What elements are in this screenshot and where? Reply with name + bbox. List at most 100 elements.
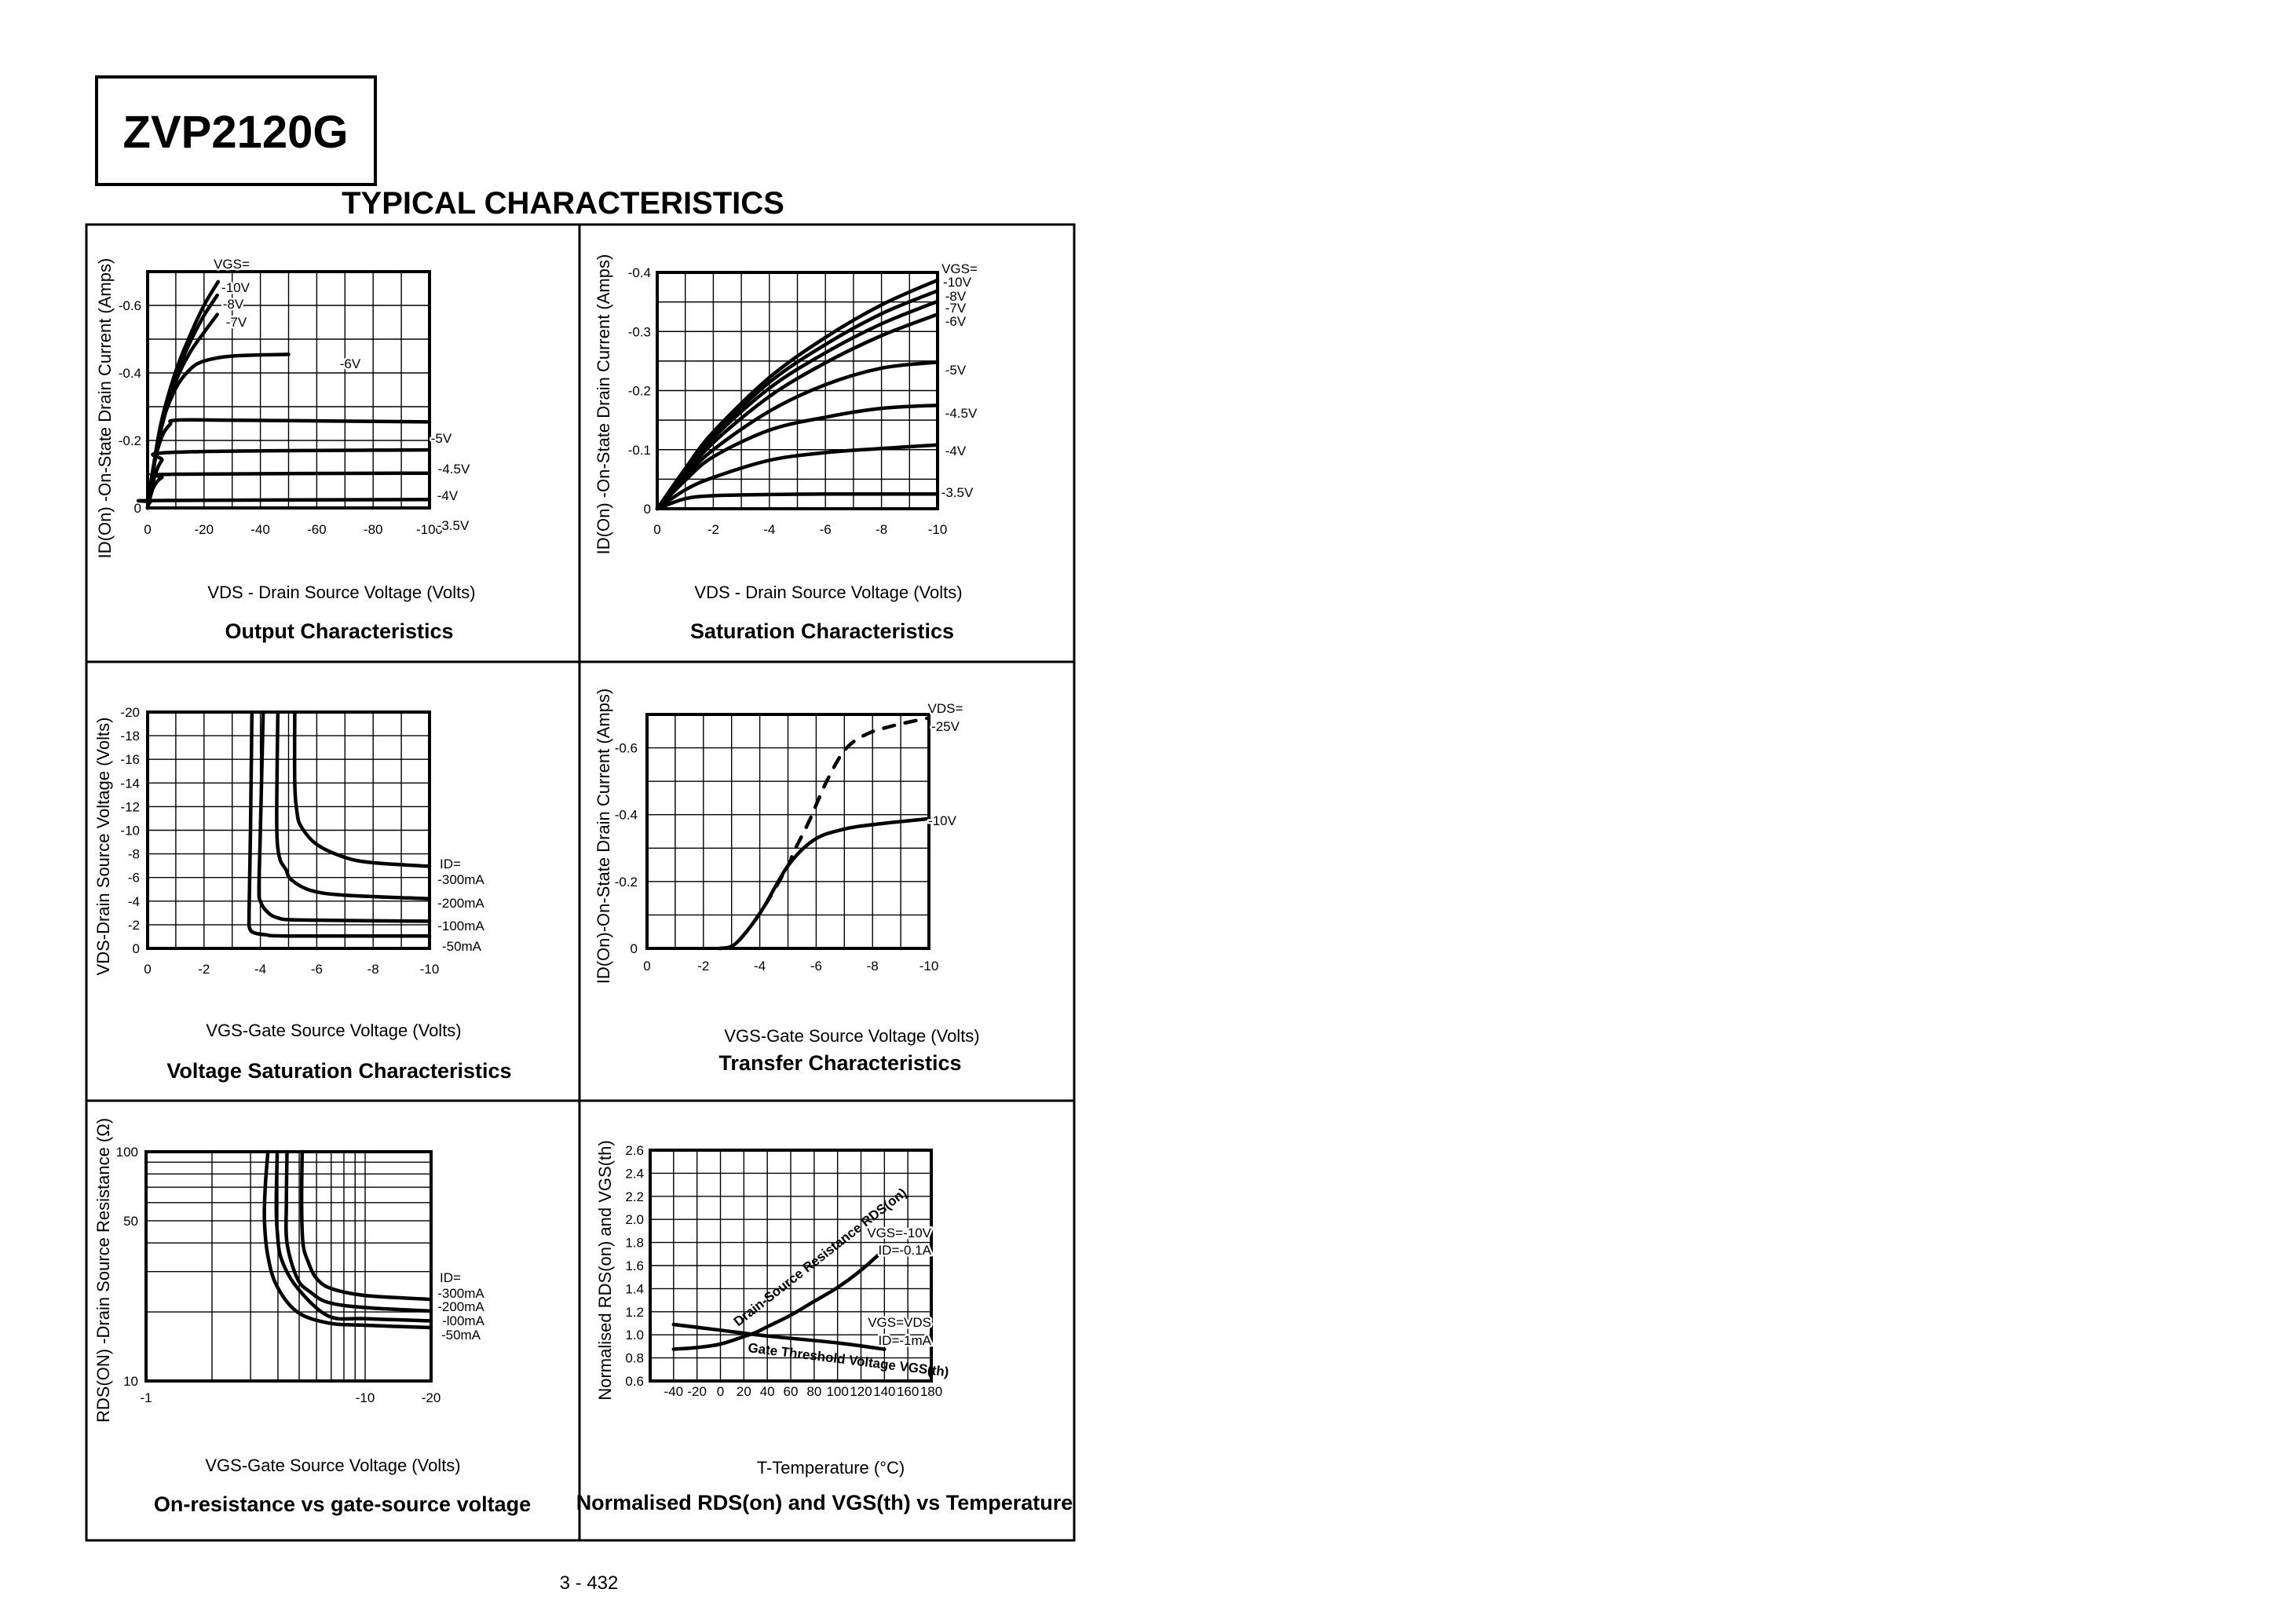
chart-title: Voltage Saturation Characteristics [166, 1059, 511, 1083]
y-tick-label: -10 [120, 824, 140, 838]
x-tick-label: 0 [144, 522, 151, 537]
x-tick-label: -80 [364, 522, 383, 537]
series-label: -10V [943, 275, 972, 290]
series-curve [292, 710, 432, 868]
series-label: -300mA [437, 872, 484, 887]
series-label: -50mA [442, 939, 482, 954]
series-curve [257, 710, 432, 923]
y-tick-label: -14 [120, 776, 140, 791]
condition-annotation: VGS=-10V [867, 1226, 931, 1240]
y-tick-label: 2.6 [625, 1143, 644, 1158]
series-curve [145, 448, 432, 510]
x-tick-label: -10 [420, 962, 440, 977]
y-axis-label: ID(On)-On-State Drain Current (Amps) [594, 689, 613, 985]
series-label: -50mA [441, 1328, 481, 1343]
y-tick-label: -0.4 [119, 366, 141, 381]
x-tick-label: -10 [919, 959, 939, 974]
series-label: -10V [928, 813, 957, 828]
y-tick-label: -18 [120, 729, 140, 743]
series-curve [299, 1149, 433, 1302]
x-tick-label: 60 [784, 1384, 799, 1399]
y-tick-label: 0 [133, 941, 140, 956]
on-resistance-chart: On-resistance vs gate-source voltage VGS… [93, 1118, 531, 1516]
y-axis-label: VDS-Drain Source Voltage (Volts) [93, 718, 113, 976]
x-tick-label: 160 [897, 1384, 919, 1399]
chart-title: Saturation Characteristics [690, 619, 954, 643]
x-tick-label: 140 [873, 1384, 895, 1399]
series-label: -4.5V [438, 462, 470, 477]
y-tick-label: -0.4 [628, 265, 651, 280]
chart-title: On-resistance vs gate-source voltage [154, 1492, 531, 1516]
x-tick-label: -4 [763, 522, 775, 537]
x-tick-label: -20 [422, 1390, 441, 1405]
series-label: -6V [340, 356, 361, 371]
x-tick-label: 40 [760, 1384, 775, 1399]
x-tick-label: -10 [928, 522, 948, 537]
series-curve [718, 816, 931, 951]
x-tick-label: 0 [144, 962, 151, 977]
y-tick-label: 1.0 [625, 1328, 644, 1343]
series-curve [655, 404, 940, 511]
x-axis-label: VGS-Gate Source Voltage (Volts) [206, 1021, 461, 1040]
plot-frame [146, 270, 431, 510]
series-label: -5V [945, 363, 967, 378]
series-curve [145, 418, 432, 510]
series-curve [275, 710, 432, 901]
chart-grid-frame [85, 223, 1076, 1542]
series-curve [671, 1322, 887, 1351]
x-tick-label: 0 [653, 522, 660, 537]
chart-title: Normalised RDS(on) and VGS(th) vs Temper… [576, 1491, 1073, 1514]
legend-title: ID= [440, 857, 461, 871]
x-tick-label: 0 [717, 1384, 724, 1399]
x-tick-label: -8 [867, 959, 879, 974]
series-label: -8V [223, 297, 244, 312]
series-label: -100mA [437, 919, 484, 933]
series-label: -3.5V [941, 485, 974, 500]
series-label: -200mA [437, 1299, 484, 1314]
x-tick-label: -2 [697, 959, 709, 974]
x-tick-label: -2 [198, 962, 210, 977]
y-tick-label: 0.6 [625, 1374, 644, 1389]
y-tick-label: -0.2 [615, 875, 638, 890]
y-tick-label: -20 [120, 705, 140, 720]
x-tick-label: -8 [367, 962, 379, 977]
y-tick-label: -0.4 [615, 808, 638, 823]
plot-frame [144, 1150, 433, 1383]
x-tick-label: -20 [195, 522, 214, 537]
voltage-saturation-characteristics-chart: Voltage Saturation Characteristics VGS-G… [93, 705, 512, 1083]
y-tick-label: 0 [644, 502, 651, 517]
series-label: -4V [945, 444, 967, 458]
y-axis-label: RDS(ON) -Drain Source Resistance (Ω) [93, 1118, 113, 1423]
y-tick-label: -2 [128, 918, 140, 933]
part-number-box: ZVP2120G [95, 75, 377, 186]
series-curve [247, 710, 432, 938]
series-label: -10V [221, 280, 250, 295]
legend-title: ID= [440, 1270, 461, 1285]
part-number-frame [95, 75, 377, 186]
x-axis-label: VDS - Drain Source Voltage (Volts) [207, 583, 475, 602]
y-tick-label: -12 [120, 799, 140, 814]
x-tick-label: 20 [737, 1384, 751, 1399]
page-number: 3 - 432 [560, 1573, 619, 1594]
y-tick-label: -0.2 [119, 433, 141, 448]
x-tick-label: -4 [754, 959, 766, 974]
series-curve [274, 1149, 433, 1323]
y-tick-label: 10 [123, 1374, 138, 1389]
y-tick-label: -0.2 [628, 384, 651, 399]
series-label: -6V [945, 314, 967, 329]
y-tick-label: 2.2 [625, 1189, 644, 1204]
x-tick-label: -60 [307, 522, 327, 537]
y-tick-label: 1.4 [625, 1281, 644, 1296]
y-tick-label: 50 [123, 1214, 138, 1229]
y-tick-label: 2.4 [625, 1166, 644, 1181]
legend-title: VDS= [928, 701, 963, 716]
series-label: -200mA [437, 896, 484, 911]
y-tick-label: -16 [120, 752, 140, 767]
series-label: -300mA [437, 1286, 484, 1301]
series-curve [262, 1149, 433, 1330]
y-tick-label: 0 [631, 941, 638, 956]
series-label: -3.5V [437, 518, 470, 533]
y-tick-label: 1.2 [625, 1305, 644, 1320]
series-label: -7V [226, 315, 247, 330]
